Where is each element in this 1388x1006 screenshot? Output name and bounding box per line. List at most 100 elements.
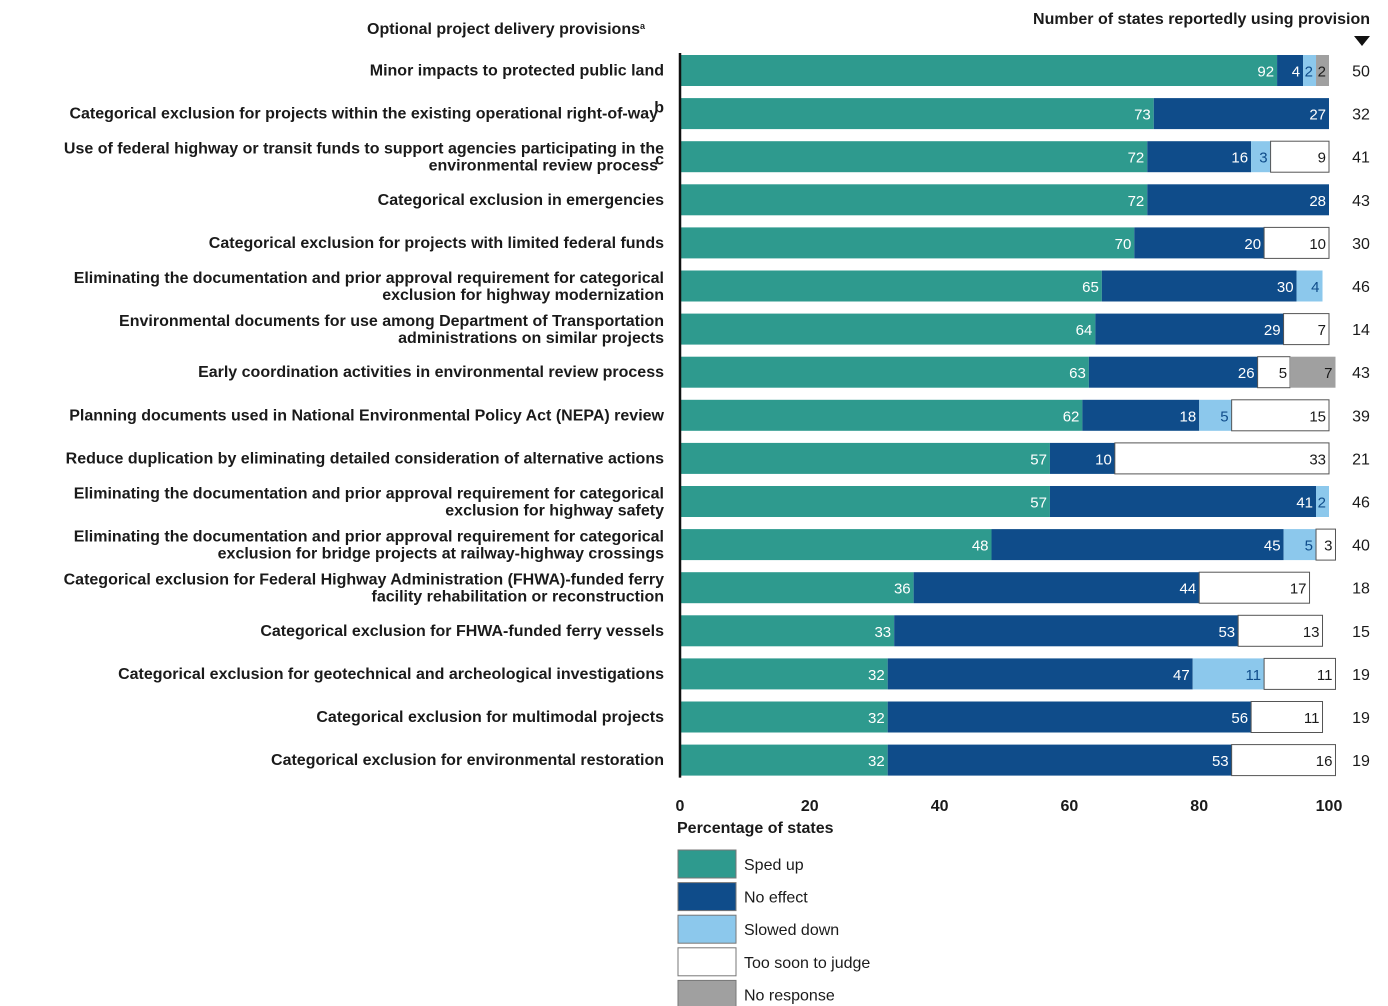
bar-segment-slowed-down <box>1303 55 1317 86</box>
x-tick-label: 100 <box>1316 798 1343 815</box>
bar-segment-no-effect <box>1088 356 1258 388</box>
category-label: Categorical exclusion in emergencies <box>378 192 664 209</box>
data-label: 27 <box>1309 107 1326 124</box>
legend-label: Too soon to judge <box>744 955 870 972</box>
data-label: 18 <box>1180 408 1197 425</box>
sort-arrow-icon <box>1354 36 1370 46</box>
bar-segment-no-effect <box>894 615 1239 647</box>
category-label: facility rehabilitation or reconstructio… <box>372 589 665 606</box>
category-label: administrations on similar projects <box>398 330 664 347</box>
bar-segment-no-effect <box>913 572 1200 604</box>
category-label: Categorical exclusion for geotechnical a… <box>118 666 664 683</box>
state-count: 43 <box>1352 365 1370 382</box>
bar-segment-no-effect <box>1134 227 1265 259</box>
category-label: exclusion for bridge projects at railway… <box>218 546 664 563</box>
x-tick-label: 80 <box>1190 798 1208 815</box>
category-label: Categorical exclusion for FHWA-funded fe… <box>260 623 664 640</box>
data-label: 57 <box>1030 495 1047 512</box>
legend-swatch <box>677 979 737 1006</box>
data-label: 57 <box>1030 451 1047 468</box>
bar-segment-sped-up <box>680 399 1083 431</box>
legend-swatch <box>677 849 737 879</box>
data-label: 15 <box>1309 408 1326 425</box>
data-label: 62 <box>1063 408 1080 425</box>
data-label: 10 <box>1309 236 1326 253</box>
data-label: 30 <box>1277 279 1294 296</box>
category-label: Minor impacts to protected public land <box>370 63 664 80</box>
category-label: Categorical exclusion for environmental … <box>271 752 664 769</box>
legend-label: Slowed down <box>744 922 839 939</box>
bar-segment-sped-up <box>680 442 1050 474</box>
state-count: 19 <box>1352 753 1370 770</box>
data-label: 65 <box>1082 279 1099 296</box>
bar-segment-sped-up <box>680 486 1050 517</box>
category-note: c <box>655 152 664 169</box>
category-label: Categorical exclusion for projects withi… <box>69 106 658 123</box>
bar-segment-too-soon-to-judge <box>1250 701 1324 733</box>
data-label: 17 <box>1290 581 1307 598</box>
data-label: 5 <box>1220 408 1228 425</box>
bar-segment-too-soon-to-judge <box>1263 657 1336 690</box>
state-count: 43 <box>1352 193 1370 210</box>
state-count: 30 <box>1352 236 1370 253</box>
count-header: Number of states reportedly using provis… <box>1033 11 1370 28</box>
x-tick-label: 0 <box>676 798 685 815</box>
state-count: 15 <box>1352 624 1370 641</box>
state-count: 46 <box>1352 279 1370 296</box>
legend-swatch <box>677 914 737 944</box>
bar-segment-sped-up <box>680 701 888 733</box>
bar-segment-too-soon-to-judge <box>1263 226 1330 259</box>
data-label: 4 <box>1292 64 1300 81</box>
data-label: 32 <box>868 667 885 684</box>
data-label: 4 <box>1311 279 1319 296</box>
data-label: 70 <box>1115 236 1132 253</box>
bar-segment-no-effect <box>1095 313 1284 345</box>
data-label: 48 <box>972 538 989 555</box>
bar-segment-no-effect <box>1147 141 1252 173</box>
bar-segment-no-effect <box>1101 270 1297 302</box>
bar-segment-sped-up <box>680 529 992 561</box>
bar-segment-too-soon-to-judge <box>1283 313 1330 346</box>
bar-segment-sped-up <box>680 356 1089 388</box>
state-count: 39 <box>1352 408 1370 425</box>
data-label: 53 <box>1212 753 1229 770</box>
data-label: 53 <box>1218 624 1235 641</box>
bar-segment-no-effect <box>887 658 1193 690</box>
data-label: 3 <box>1324 538 1332 555</box>
legend-swatch <box>677 947 737 977</box>
state-count: 19 <box>1352 710 1370 727</box>
x-tick-label: 60 <box>1061 798 1079 815</box>
bar-segment-no-effect <box>991 529 1284 561</box>
data-label: 72 <box>1128 193 1145 210</box>
category-note: b <box>654 100 664 117</box>
data-label: 32 <box>868 753 885 770</box>
data-label: 2 <box>1318 64 1326 81</box>
data-label: 44 <box>1180 581 1197 598</box>
data-label: 64 <box>1076 322 1093 339</box>
state-count: 21 <box>1352 451 1370 468</box>
data-label: 29 <box>1264 322 1281 339</box>
category-label: Planning documents used in National Envi… <box>69 407 664 424</box>
bar-segment-sped-up <box>680 615 895 647</box>
bar-segment-sped-up <box>680 744 888 776</box>
data-label: 2 <box>1305 64 1313 81</box>
bar-segment-no-effect <box>887 744 1232 776</box>
data-label: 11 <box>1304 710 1320 727</box>
bar-segment-no-effect <box>1277 55 1304 86</box>
bar-segment-sped-up <box>680 55 1278 86</box>
bar-segment-no-effect <box>887 701 1252 733</box>
bar-segment-sped-up <box>680 141 1148 173</box>
bar-segment-no-effect <box>1049 442 1115 474</box>
bar-segment-too-soon-to-judge <box>1198 571 1311 604</box>
bar-segment-sped-up <box>680 184 1148 216</box>
category-label: Categorical exclusion for Federal Highwa… <box>64 572 664 589</box>
data-label: 28 <box>1309 193 1326 210</box>
data-label: 32 <box>868 710 885 727</box>
data-label: 47 <box>1173 667 1190 684</box>
bar-segment-too-soon-to-judge <box>1231 744 1336 777</box>
data-label: 13 <box>1303 624 1320 641</box>
data-label: 10 <box>1095 451 1112 468</box>
category-label: Eliminating the documentation and prior … <box>74 486 664 503</box>
bar-segment-no-effect <box>1049 486 1317 517</box>
category-label: exclusion for highway safety <box>445 503 664 520</box>
